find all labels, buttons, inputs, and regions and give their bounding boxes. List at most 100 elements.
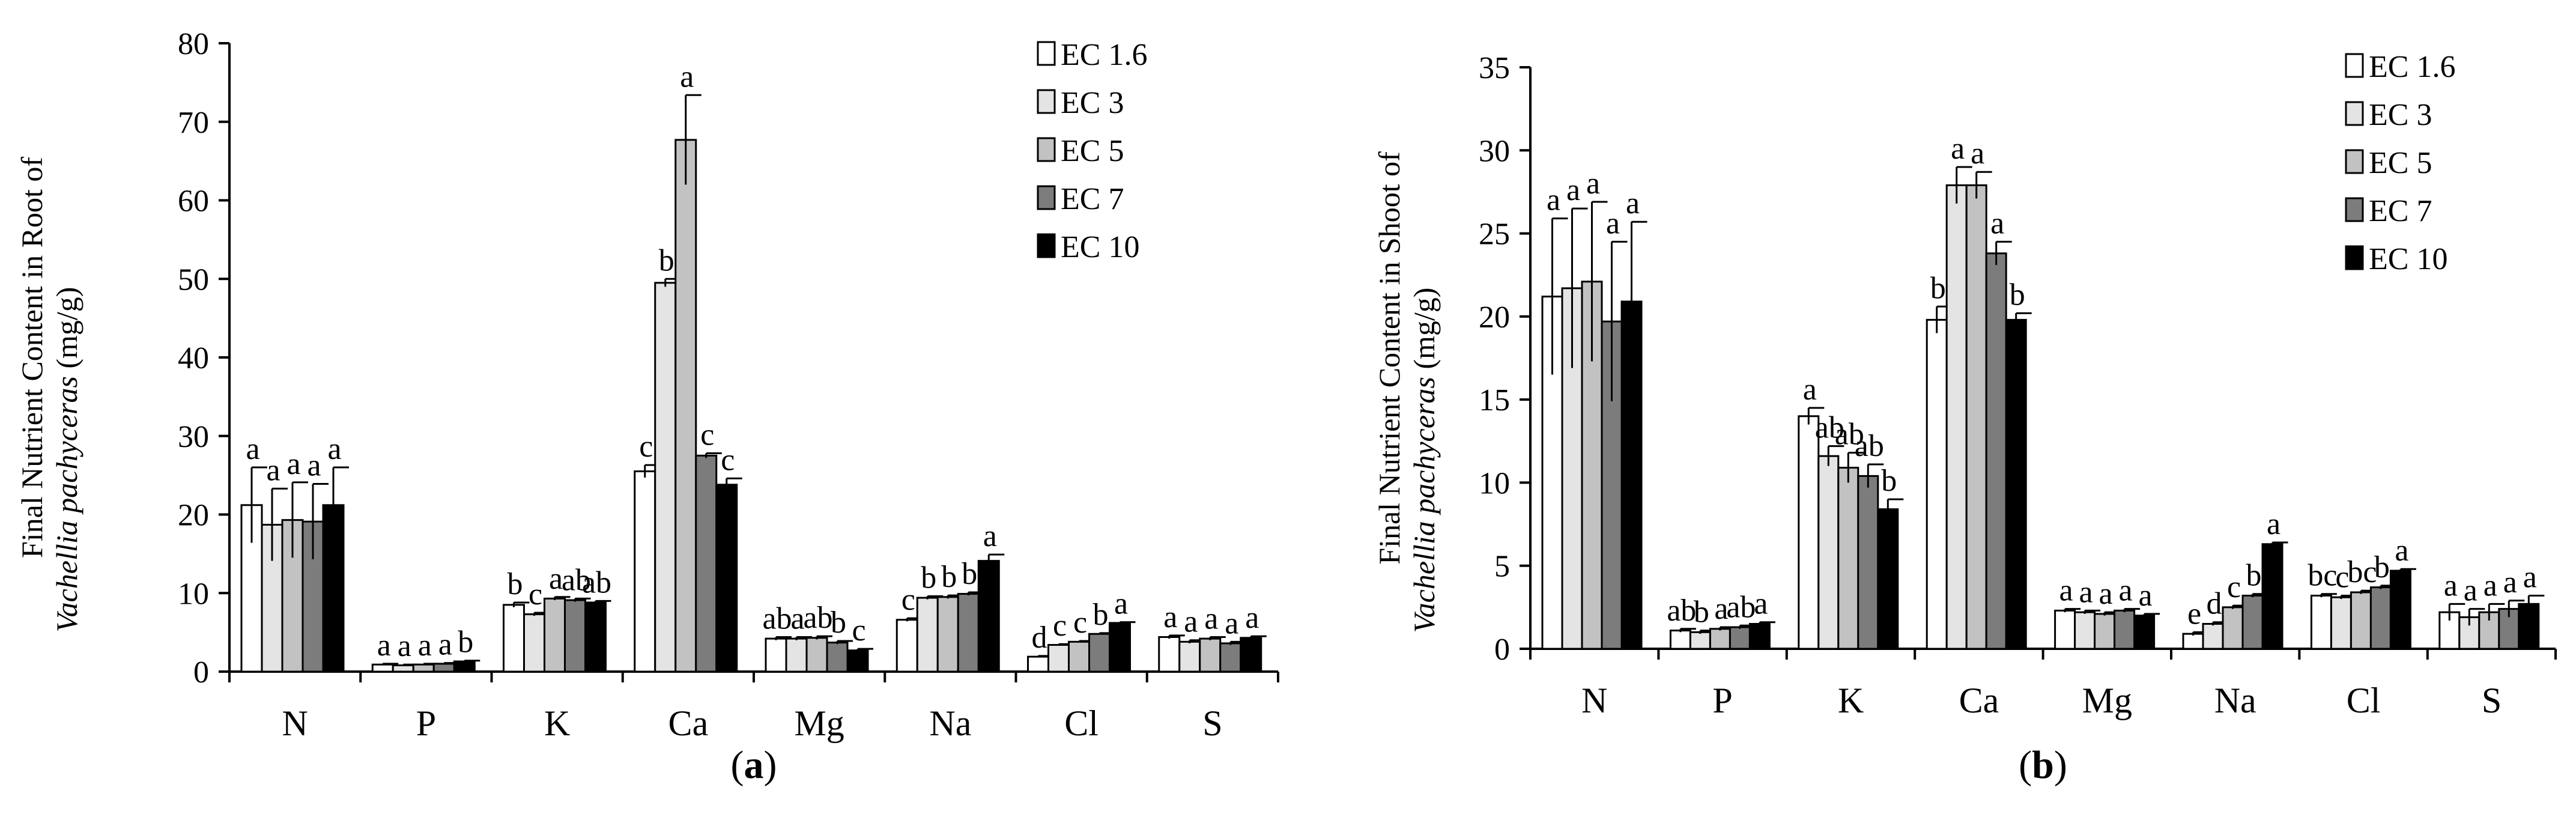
- significance-letter: a: [1245, 601, 1259, 635]
- significance-letter: ab: [1855, 429, 1884, 463]
- significance-letter: b: [921, 560, 936, 595]
- bar: [826, 642, 849, 673]
- significance-letter: ab: [1726, 590, 1756, 624]
- panel-label-letter: a: [744, 743, 764, 787]
- significance-letter: a: [2079, 575, 2093, 609]
- legend-swatch: [1037, 89, 1056, 114]
- bar: [564, 599, 586, 673]
- bar: [1109, 622, 1131, 673]
- bar: [1857, 475, 1879, 650]
- bar: [1240, 637, 1262, 673]
- bar: [1877, 508, 1899, 650]
- significance-letter: b: [2374, 550, 2390, 585]
- significance-letter: a: [1714, 592, 1728, 626]
- significance-letter: ab: [1815, 411, 1844, 445]
- significance-letter: a: [1754, 587, 1768, 621]
- y-axis-title-line1: Final Nutrient Content in Shoot of: [1372, 151, 1406, 565]
- significance-letter: b: [458, 625, 473, 660]
- y-axis-title: Final Nutrient Content in Root ofVachell…: [15, 157, 83, 633]
- significance-letter: a: [549, 562, 563, 596]
- significance-letter: a: [1547, 183, 1560, 217]
- significance-letter: a: [2267, 507, 2281, 541]
- legend-label: EC 5: [2369, 146, 2432, 180]
- significance-letter: a: [246, 432, 259, 466]
- bar: [544, 597, 566, 673]
- significance-letter: c: [2227, 570, 2241, 604]
- y-axis-title-unit: (mg/g): [1407, 288, 1441, 377]
- panel-label-close: ): [764, 743, 777, 787]
- bar: [2202, 623, 2224, 650]
- significance-letter: a: [1114, 587, 1128, 621]
- y-tick-label: 35: [1479, 51, 1510, 85]
- panel-label-open: (: [2019, 743, 2032, 787]
- bar: [1178, 640, 1201, 673]
- significance-letter: b: [941, 560, 957, 594]
- bar: [1669, 630, 1691, 650]
- bar: [715, 484, 738, 673]
- significance-letter: c: [2335, 560, 2349, 594]
- significance-letter: a: [2059, 574, 2073, 608]
- legend-swatch: [1037, 185, 1056, 210]
- significance-letter: c: [639, 430, 653, 464]
- significance-letter: a: [1204, 601, 1218, 636]
- significance-letter: b: [1694, 595, 1709, 630]
- bar: [453, 660, 476, 673]
- significance-letter: ab: [762, 601, 792, 636]
- bar: [2222, 606, 2244, 650]
- bar: [654, 282, 677, 673]
- legend-swatch: [2345, 245, 2364, 270]
- significance-letter: c: [1053, 609, 1067, 643]
- legend-label: EC 3: [2369, 98, 2432, 132]
- legend-swatch: [2345, 149, 2364, 174]
- significance-letter: ab: [1835, 418, 1864, 452]
- significance-letter: b: [1093, 598, 1109, 632]
- bar: [1027, 655, 1049, 673]
- significance-letter: a: [1225, 606, 1238, 640]
- category-label: Mg: [794, 703, 844, 743]
- y-tick-label: 60: [178, 184, 209, 219]
- bar: [2389, 569, 2411, 650]
- y-tick-label: 10: [178, 577, 209, 611]
- bar: [2261, 543, 2284, 650]
- significance-letter: ab: [562, 563, 591, 597]
- category-label: Ca: [1959, 681, 1999, 720]
- significance-letter: a: [377, 628, 391, 663]
- bar: [412, 663, 435, 673]
- significance-letter: b: [962, 557, 977, 591]
- y-tick-label: 20: [1479, 300, 1510, 335]
- category-label: S: [1202, 703, 1222, 743]
- legend-label: EC 10: [2369, 242, 2447, 276]
- significance-letter: d: [1032, 621, 1047, 655]
- panel-label: (b): [2019, 743, 2067, 787]
- bar: [896, 619, 918, 673]
- significance-letter: a: [2099, 577, 2113, 611]
- bar: [805, 637, 828, 673]
- bar: [785, 637, 808, 673]
- significance-letter: a: [2395, 533, 2408, 568]
- category-label: N: [1581, 681, 1607, 720]
- legend-swatch: [2345, 101, 2364, 126]
- significance-letter: b: [659, 243, 674, 278]
- significance-letter: a: [1971, 136, 1984, 171]
- bar: [1158, 636, 1181, 673]
- bar: [1689, 631, 1711, 650]
- y-tick-label: 0: [1494, 633, 1510, 667]
- significance-letter: b: [1881, 464, 1897, 498]
- category-label: Na: [929, 703, 971, 743]
- bar: [1068, 640, 1090, 673]
- y-axis-title-line1: Final Nutrient Content in Root of: [15, 157, 49, 558]
- legend-swatch: [2345, 197, 2364, 222]
- significance-letter: c: [852, 613, 865, 648]
- panel-label-close: ): [2054, 743, 2067, 787]
- bar: [392, 664, 414, 673]
- bar: [2182, 633, 2204, 650]
- category-label: S: [2482, 681, 2502, 720]
- bar: [674, 139, 697, 673]
- y-axis-title: Final Nutrient Content in Shoot ofVachel…: [1372, 151, 1441, 633]
- significance-letter: a: [327, 432, 341, 466]
- bar: [2114, 609, 2136, 650]
- significance-letter: a: [438, 628, 452, 662]
- legend-swatch: [2345, 53, 2364, 78]
- bar: [2330, 596, 2352, 650]
- significance-letter: a: [2464, 574, 2478, 608]
